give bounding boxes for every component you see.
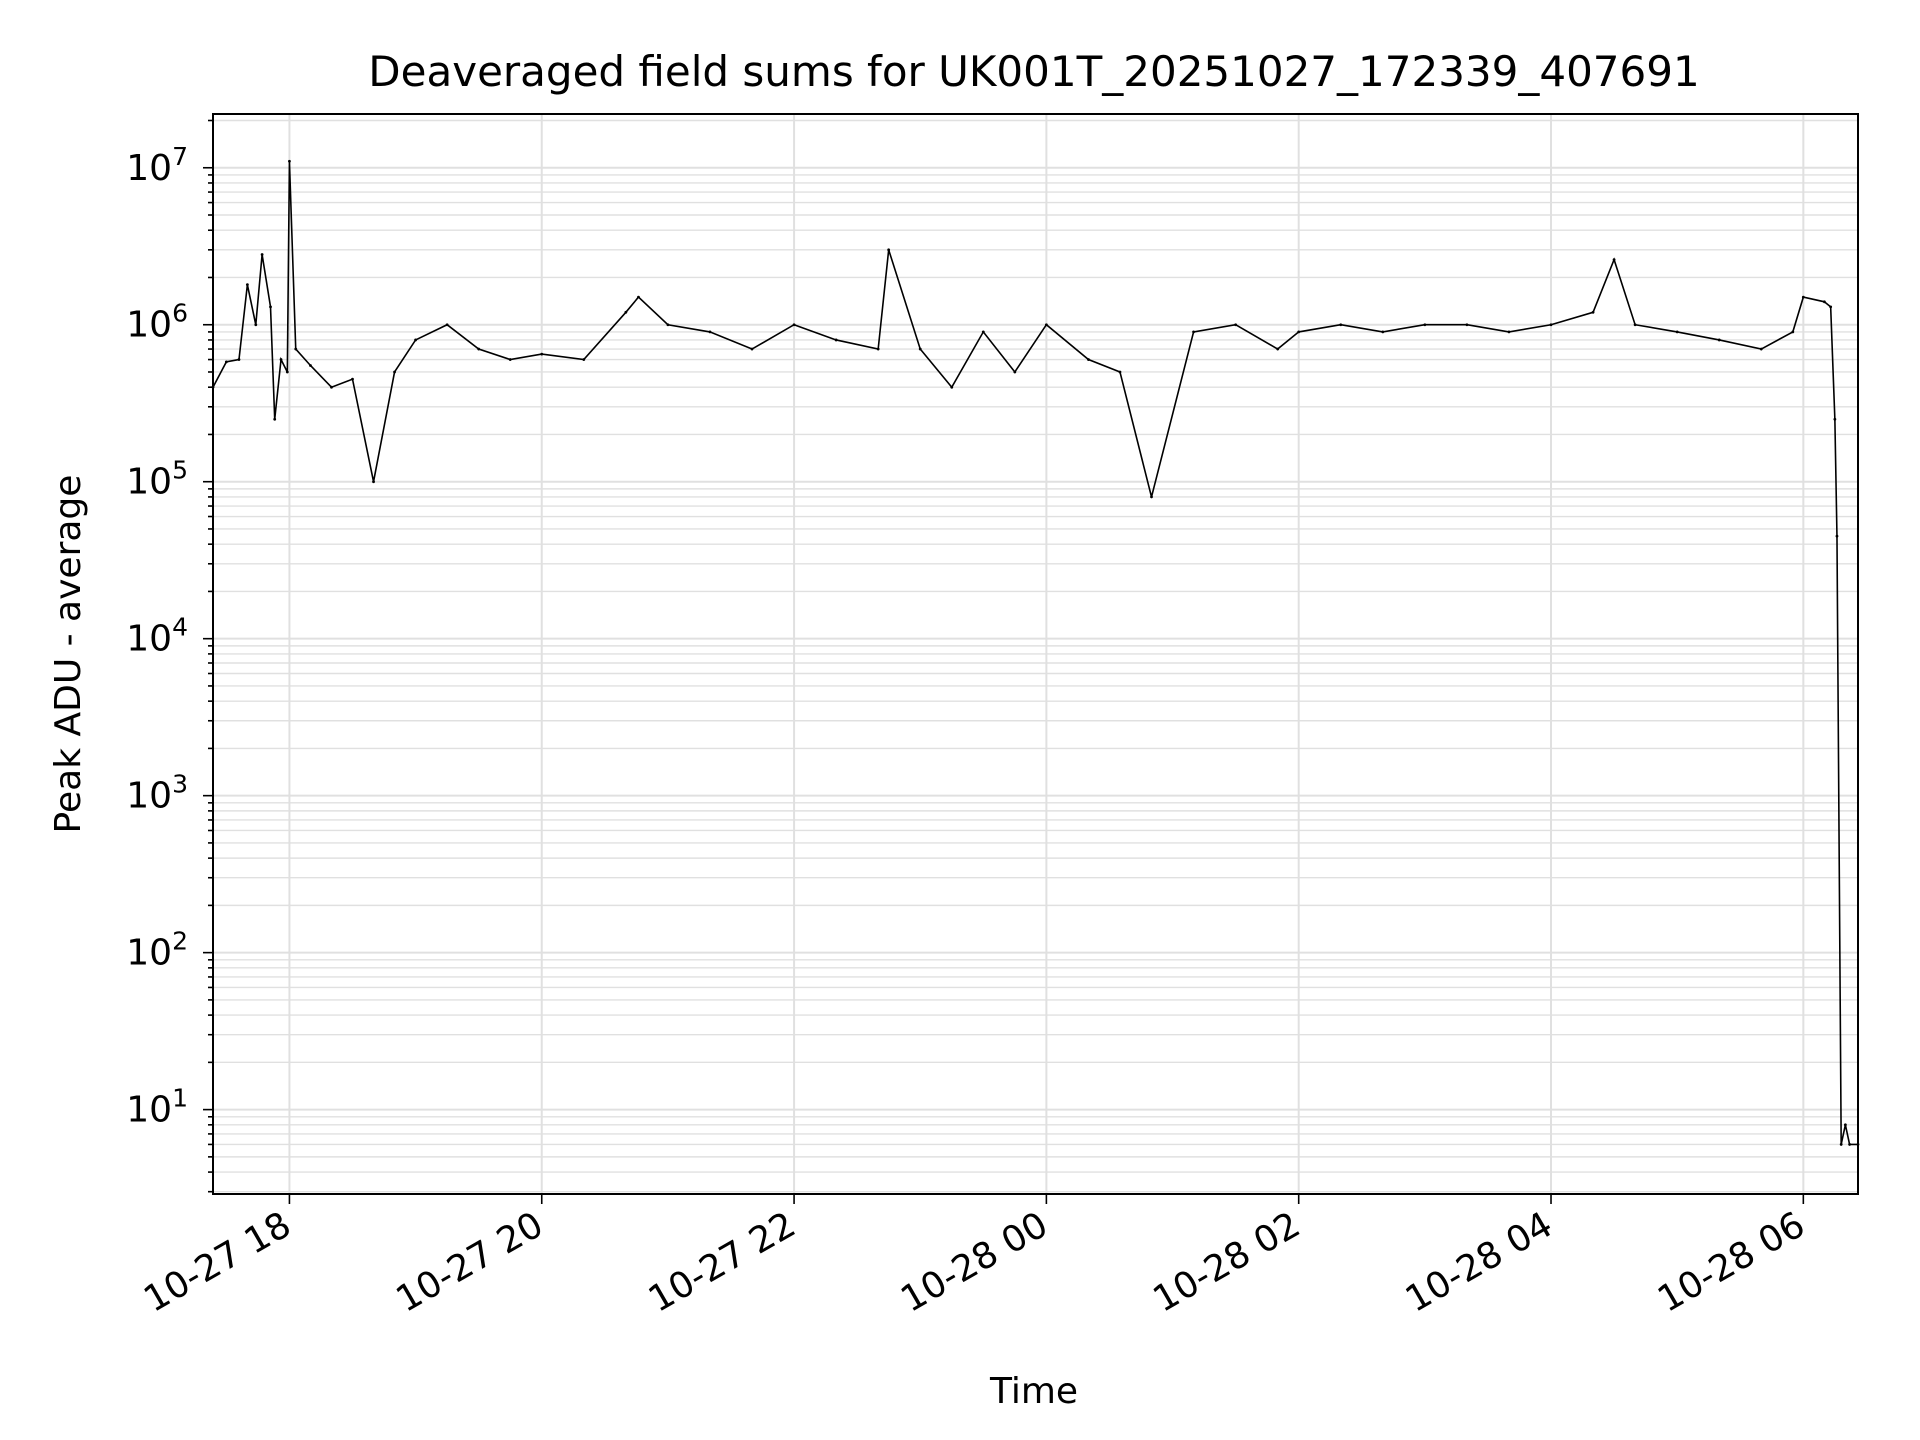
y-tick-base: 10: [126, 933, 172, 974]
data-point: [1839, 1143, 1843, 1146]
data-point: [582, 358, 586, 361]
y-tick-exponent: 1: [172, 1084, 188, 1113]
data-point: [351, 377, 354, 381]
data-point: [1507, 330, 1511, 334]
data-point: [540, 352, 544, 356]
data-point: [477, 347, 481, 351]
data-point: [750, 347, 754, 351]
data-point: [1087, 358, 1090, 361]
data-point: [1829, 305, 1833, 309]
data-point: [834, 338, 838, 342]
data-point: [445, 323, 449, 327]
y-axis-label: Peak ADU - average: [48, 475, 89, 834]
data-point: [1465, 323, 1469, 327]
y-tick-exponent: 7: [172, 142, 188, 171]
data-point: [637, 295, 640, 299]
y-tick-base: 10: [126, 776, 172, 817]
data-point: [309, 364, 312, 367]
y-tick-base: 10: [126, 619, 172, 660]
data-point: [285, 370, 289, 374]
y-tick-label: 104: [126, 613, 188, 660]
data-point: [1833, 417, 1837, 421]
data-point: [1276, 347, 1280, 351]
chart-title: Deaveraged field sums for UK001T_2025102…: [368, 47, 1699, 96]
data-point: [414, 338, 417, 342]
data-point: [508, 358, 512, 361]
y-tick-label: 102: [126, 927, 188, 974]
y-tick-base: 10: [126, 305, 172, 346]
data-point: [288, 159, 291, 163]
data-point: [260, 253, 264, 256]
data-point: [666, 323, 670, 327]
y-tick-exponent: 6: [172, 299, 188, 328]
data-point: [1835, 534, 1839, 538]
y-tick-base: 10: [126, 462, 172, 503]
data-point: [950, 385, 954, 389]
data-point: [269, 305, 272, 309]
data-point: [876, 347, 880, 351]
data-point: [1717, 338, 1721, 342]
y-tick-base: 10: [126, 148, 172, 189]
series-layer: [211, 159, 1860, 1146]
data-point: [981, 330, 985, 334]
data-point: [792, 323, 796, 327]
data-point: [294, 347, 298, 351]
y-tick-label: 107: [126, 142, 188, 189]
y-tick-label: 105: [126, 456, 188, 503]
series-line-1: [212, 161, 1858, 1146]
data-point: [330, 385, 333, 389]
y-tick-exponent: 5: [172, 456, 188, 485]
x-axis-label: Time: [989, 1371, 1078, 1412]
data-point: [1848, 1143, 1851, 1146]
data-point: [918, 347, 922, 351]
data-point: [1675, 330, 1679, 334]
data-point: [1234, 323, 1238, 327]
data-point: [1339, 323, 1343, 327]
data-point: [372, 480, 375, 484]
data-point: [1423, 323, 1427, 327]
data-point: [393, 370, 396, 374]
data-point: [624, 310, 628, 314]
data-point: [1297, 330, 1301, 334]
data-point: [1822, 300, 1826, 304]
data-point: [708, 330, 712, 334]
data-point: [1633, 323, 1637, 327]
data-point: [1192, 330, 1195, 334]
y-tick-label: 103: [126, 770, 188, 817]
data-point: [1591, 310, 1595, 314]
data-point: [1843, 1123, 1847, 1127]
data-point: [1044, 323, 1048, 327]
data-point: [1549, 323, 1553, 327]
y-tick-exponent: 4: [172, 613, 188, 642]
y-tick-base: 10: [126, 1090, 172, 1131]
data-point: [1118, 370, 1122, 374]
data-point: [279, 358, 283, 361]
y-tick-exponent: 2: [172, 927, 188, 956]
data-point: [273, 417, 277, 421]
data-point: [887, 248, 891, 252]
data-point: [1801, 295, 1805, 299]
data-point: [1612, 258, 1616, 261]
y-tick-label: 101: [126, 1084, 188, 1131]
data-point: [224, 360, 228, 364]
y-tick-label: 106: [126, 299, 188, 346]
data-point: [1150, 495, 1153, 499]
data-point: [1759, 347, 1763, 351]
y-tick-exponent: 3: [172, 770, 188, 799]
data-point: [1013, 370, 1017, 374]
data-point: [1381, 330, 1385, 334]
grid-layer: [213, 114, 1858, 1194]
data-point: [237, 358, 241, 361]
data-point: [1791, 330, 1795, 334]
data-point: [245, 283, 249, 287]
data-point: [254, 323, 258, 327]
